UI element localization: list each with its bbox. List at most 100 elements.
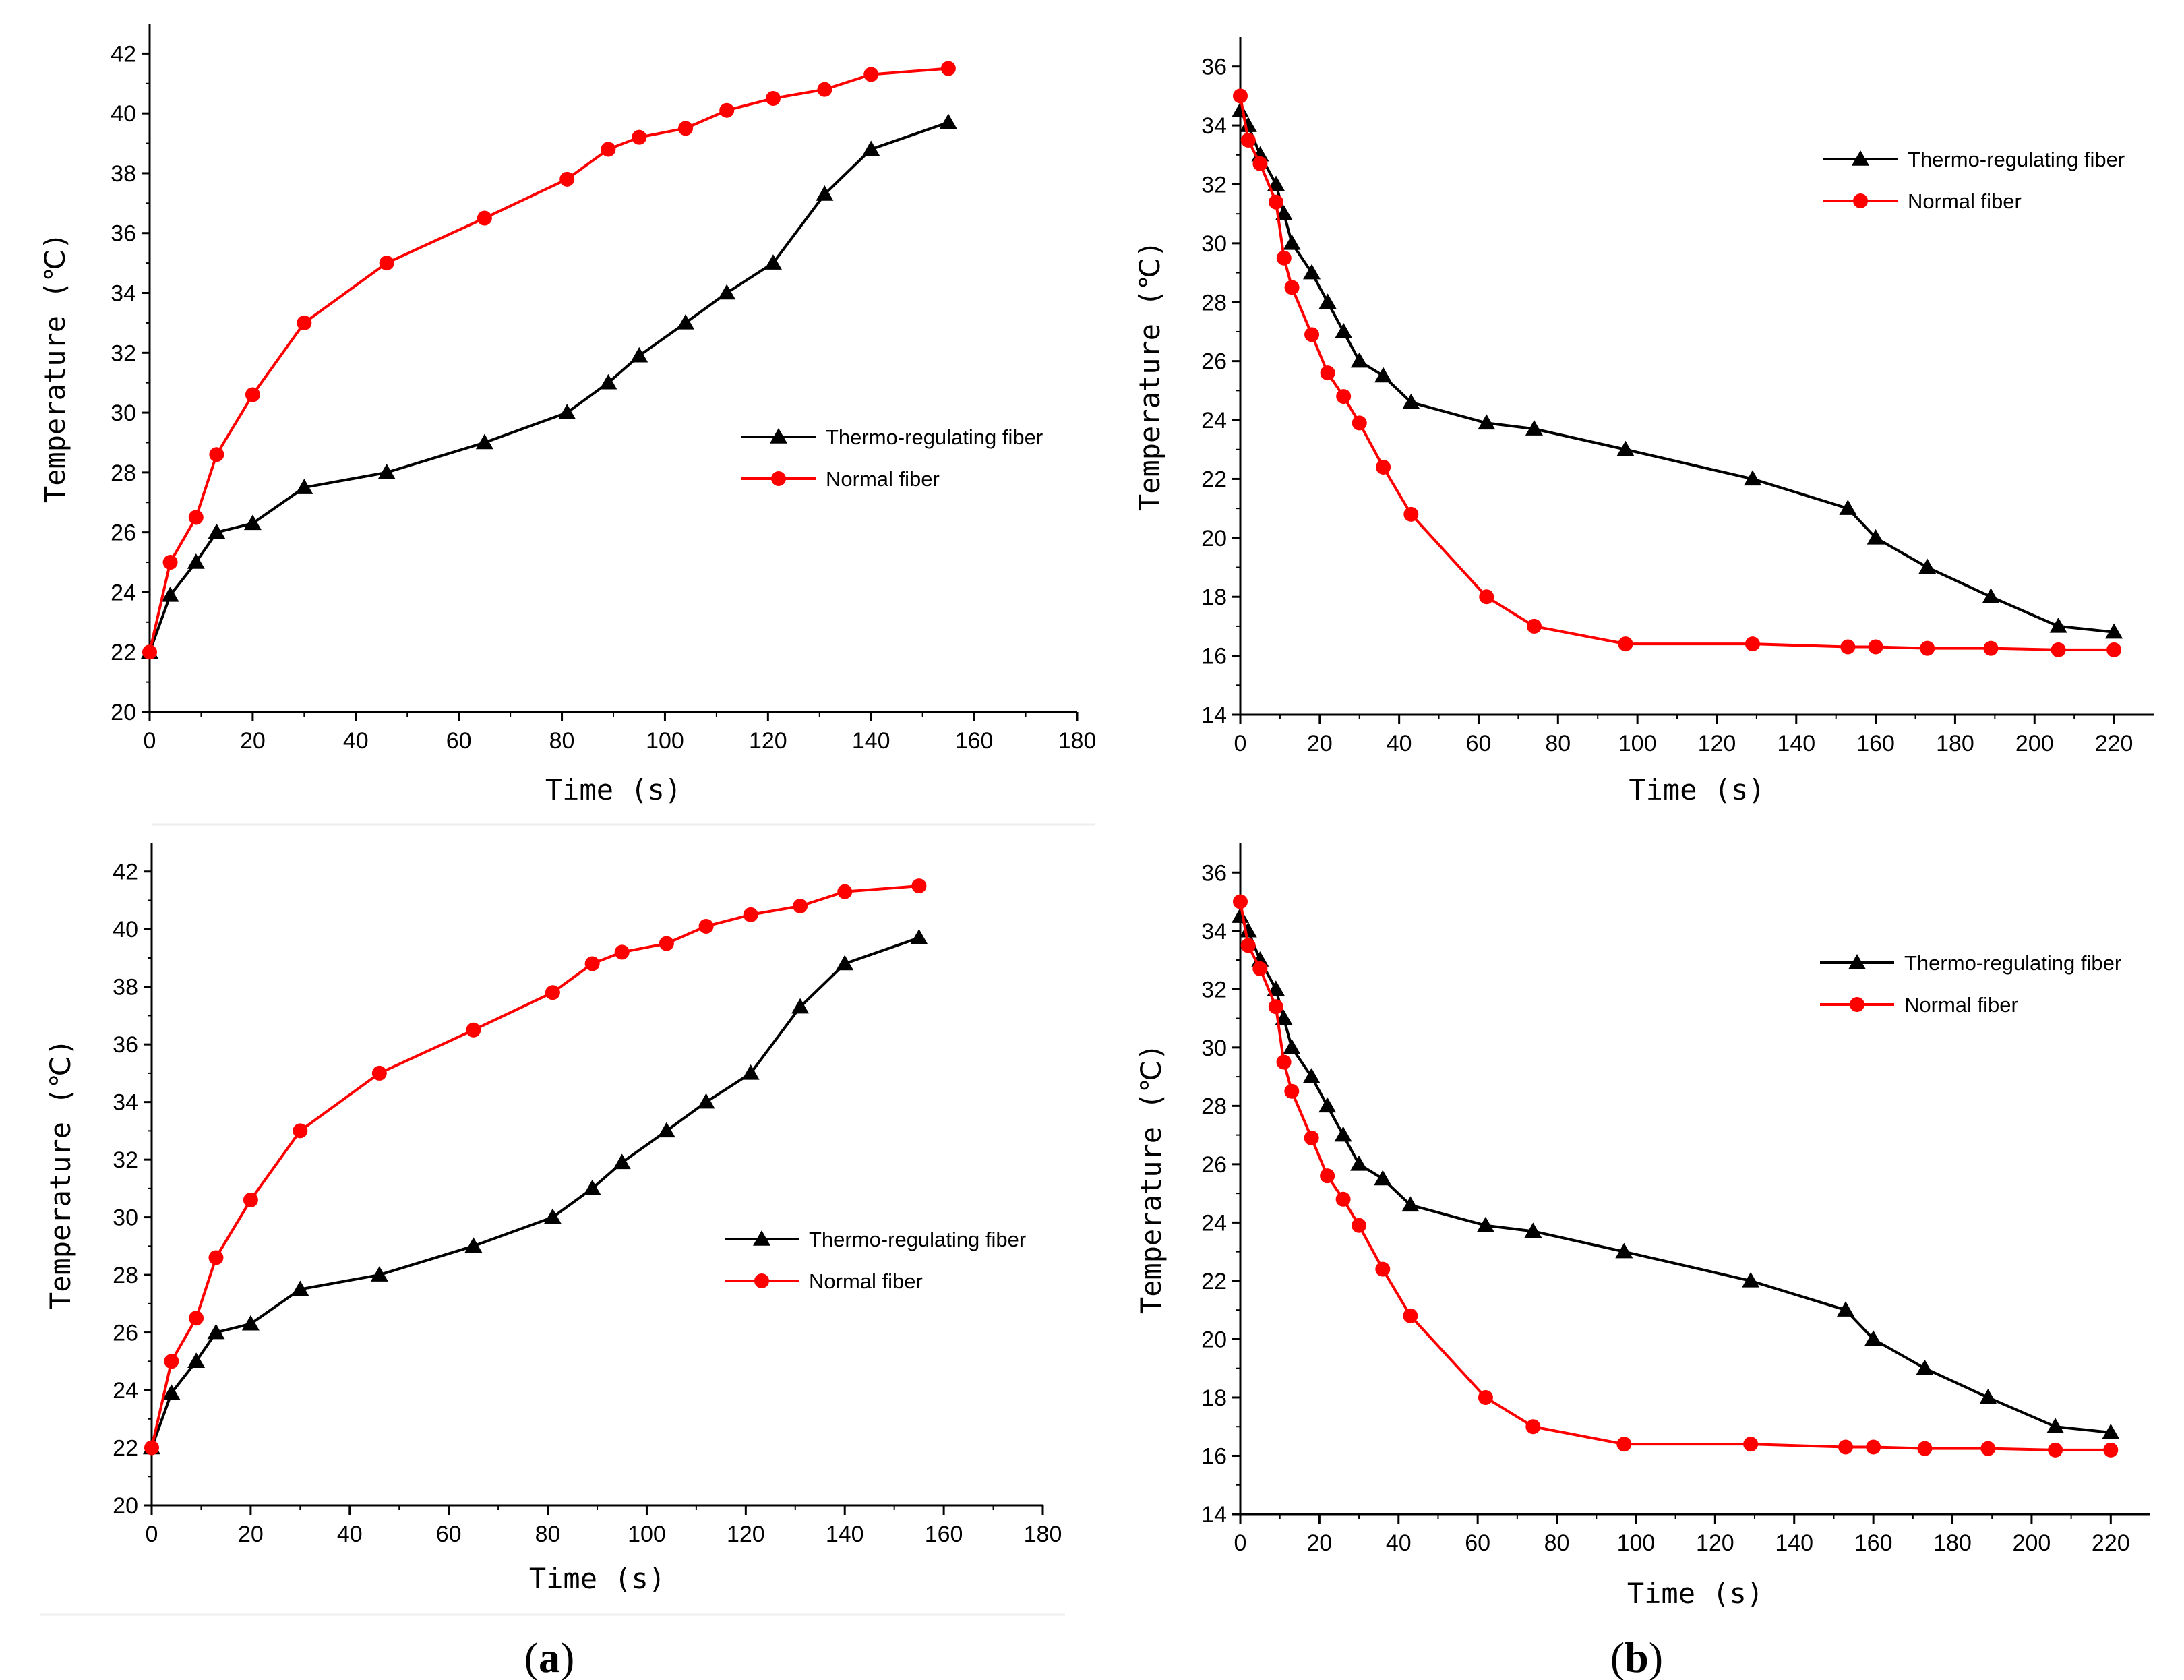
x-tick-label: 0 — [1234, 1530, 1247, 1556]
data-point-normal — [2048, 1442, 2063, 1458]
data-point-normal — [2051, 642, 2066, 657]
y-tick-label: 30 — [1201, 231, 1227, 257]
data-point-thermo — [1867, 529, 1885, 545]
data-point-thermo — [1401, 1196, 1420, 1212]
data-point-thermo — [1232, 102, 1249, 117]
data-point-normal — [1335, 1191, 1351, 1207]
data-point-normal — [189, 1311, 204, 1326]
x-tick-label: 20 — [1306, 1530, 1332, 1556]
legend-label-thermo: Thermo-regulating fiber — [1908, 148, 2125, 171]
data-point-thermo — [187, 1352, 206, 1369]
data-point-normal — [911, 878, 927, 894]
data-point-normal — [1403, 1308, 1418, 1323]
data-point-thermo — [1334, 1126, 1352, 1142]
data-point-thermo — [243, 514, 262, 531]
data-point-thermo — [1476, 1216, 1494, 1232]
y-tick-label: 24 — [111, 580, 136, 605]
data-point-thermo — [2102, 1423, 2120, 1439]
x-tick-label: 20 — [240, 728, 266, 754]
data-point-normal — [545, 985, 560, 1000]
legend-marker-thermo — [770, 428, 787, 444]
data-point-normal — [379, 256, 394, 271]
data-point-normal — [1304, 1130, 1319, 1145]
data-point-thermo — [630, 347, 648, 363]
data-point-normal — [297, 315, 312, 330]
y-tick-label: 36 — [113, 1032, 138, 1058]
data-point-thermo — [657, 1122, 675, 1138]
data-point-normal — [477, 210, 492, 226]
data-point-normal — [1868, 639, 1883, 655]
legend-marker-normal — [771, 471, 786, 486]
x-tick-label: 40 — [337, 1522, 363, 1547]
data-point-normal — [678, 121, 694, 136]
x-tick-label: 160 — [1854, 1530, 1893, 1556]
data-point-normal — [164, 1354, 179, 1369]
data-point-normal — [1240, 938, 1256, 953]
data-point-thermo — [1615, 1242, 1633, 1259]
data-point-normal — [1745, 636, 1760, 652]
x-tick-label: 220 — [2092, 1530, 2130, 1556]
legend-marker-thermo — [1848, 954, 1866, 969]
x-tick-label: 60 — [1465, 1530, 1490, 1556]
data-point-normal — [1743, 1437, 1759, 1452]
data-point-thermo — [791, 998, 810, 1014]
data-point-thermo — [1239, 922, 1257, 938]
data-point-thermo — [613, 1153, 631, 1170]
x-tick-label: 220 — [2095, 731, 2133, 756]
data-point-thermo — [207, 1323, 225, 1340]
data-point-thermo — [2049, 617, 2067, 633]
data-point-normal — [466, 1022, 481, 1038]
y-tick-label: 20 — [111, 700, 136, 725]
x-tick-label: 60 — [436, 1522, 462, 1547]
data-point-normal — [371, 1065, 387, 1081]
data-point-normal — [940, 61, 956, 76]
data-point-thermo — [1374, 367, 1393, 383]
data-point-normal — [188, 510, 204, 525]
y-tick-label: 30 — [113, 1205, 138, 1231]
legend-marker-normal — [1853, 193, 1868, 208]
x-tick-label: 60 — [1466, 731, 1492, 756]
y-tick-label: 34 — [1201, 919, 1227, 944]
y-axis-title: Temperature (℃) — [38, 233, 71, 503]
data-point-thermo — [862, 140, 880, 156]
data-point-normal — [1240, 132, 1256, 148]
data-point-thermo — [291, 1280, 309, 1296]
series-line-normal — [150, 884, 919, 1448]
data-point-normal — [209, 447, 224, 462]
data-point-thermo — [836, 955, 854, 971]
caption-b: (b) — [1610, 1633, 1663, 1680]
data-point-thermo — [1267, 175, 1285, 191]
data-point-thermo — [1232, 907, 1249, 923]
data-point-normal — [1376, 459, 1391, 475]
x-tick-label: 160 — [955, 728, 994, 754]
data-point-thermo — [208, 523, 226, 539]
data-point-thermo — [1283, 1038, 1301, 1054]
data-point-normal — [142, 644, 157, 660]
y-tick-label: 26 — [111, 520, 136, 546]
x-tick-label: 180 — [1936, 731, 1974, 756]
data-point-normal — [1252, 961, 1268, 977]
y-tick-label: 16 — [1201, 1443, 1227, 1469]
x-tick-label: 140 — [1777, 731, 1815, 756]
data-point-normal — [1917, 1441, 1933, 1456]
data-point-thermo — [2046, 1418, 2065, 1433]
data-point-normal — [162, 555, 178, 570]
y-tick-label: 24 — [113, 1378, 138, 1404]
data-point-thermo — [1979, 1388, 1997, 1404]
data-point-normal — [1304, 327, 1320, 342]
data-point-thermo — [1742, 1271, 1760, 1288]
data-point-thermo — [1283, 234, 1301, 250]
data-point-thermo — [1982, 588, 2000, 603]
series-line-normal — [148, 67, 949, 653]
data-point-normal — [837, 884, 853, 899]
data-point-normal — [1336, 389, 1352, 404]
series-line-normal — [1239, 96, 2115, 651]
data-point-thermo — [295, 479, 313, 494]
y-tick-label: 34 — [113, 1090, 138, 1116]
x-axis-title: Time (s) — [1627, 1577, 1763, 1610]
data-point-thermo — [1525, 420, 1543, 436]
y-tick-label: 32 — [113, 1147, 138, 1173]
x-tick-label: 180 — [1933, 1530, 1972, 1556]
data-point-normal — [144, 1440, 159, 1456]
data-point-normal — [698, 918, 714, 934]
